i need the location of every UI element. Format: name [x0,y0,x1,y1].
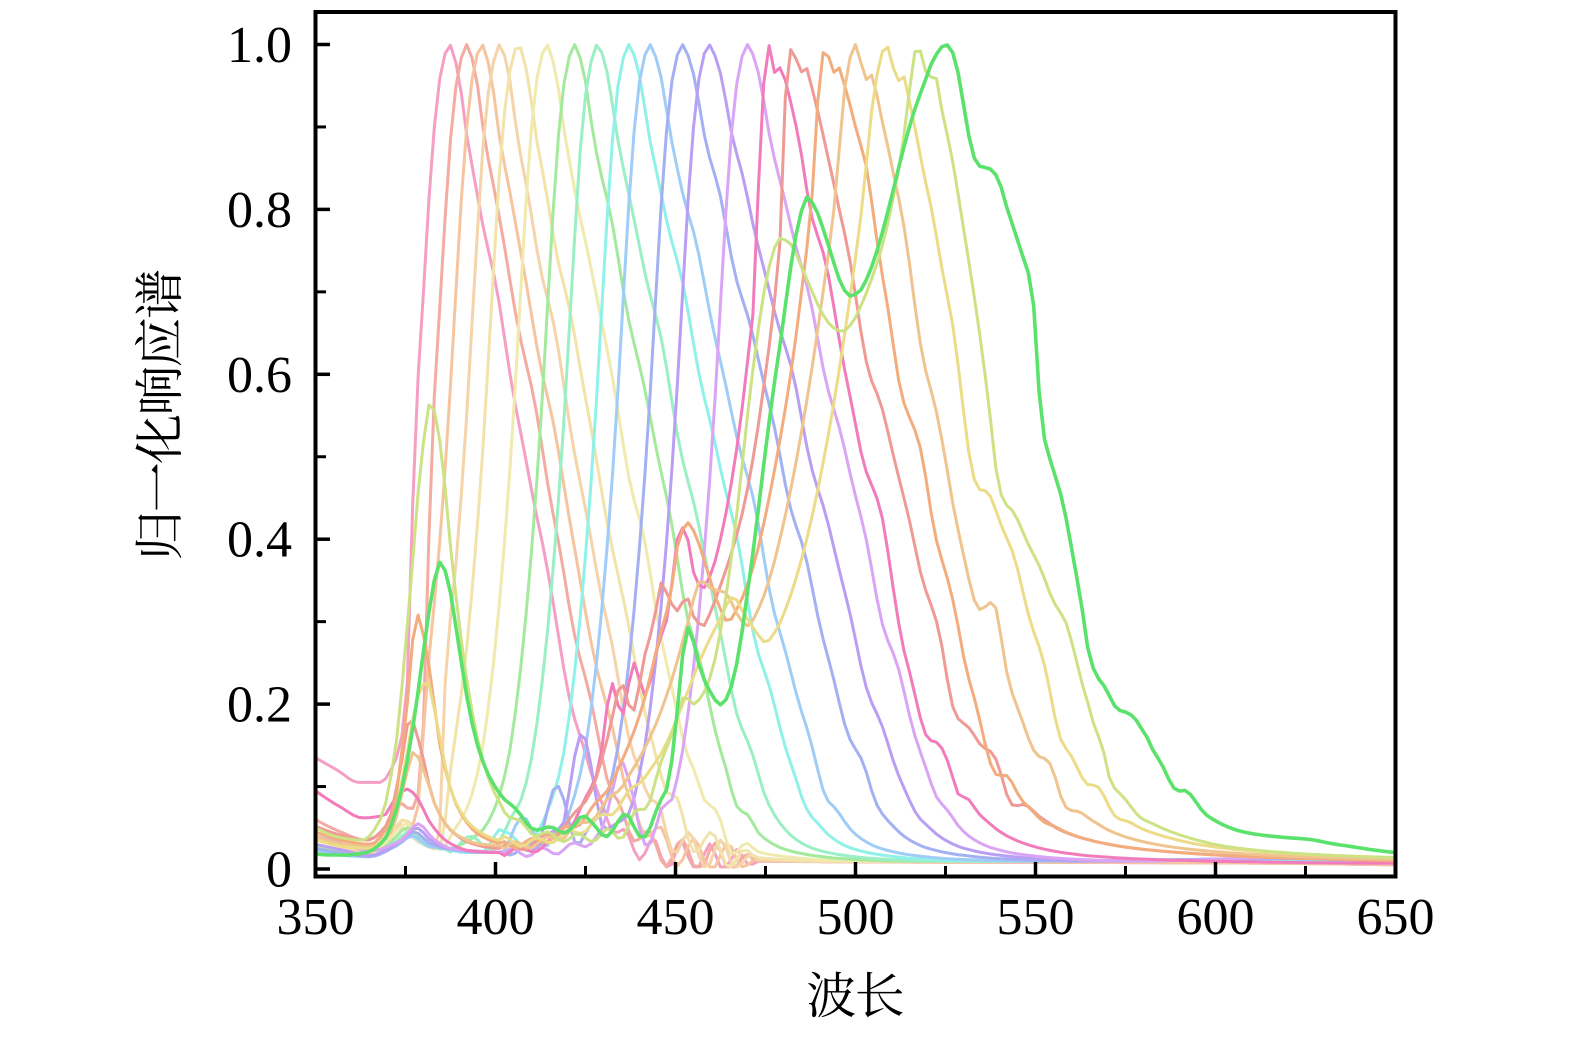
svg-text:600: 600 [1177,889,1255,946]
svg-text:450: 450 [637,889,715,946]
svg-text:0.8: 0.8 [227,182,292,239]
svg-text:0.6: 0.6 [227,347,292,404]
svg-text:650: 650 [1357,889,1435,946]
svg-text:0.2: 0.2 [227,677,292,734]
svg-text:350: 350 [277,889,355,946]
svg-text:550: 550 [997,889,1075,946]
svg-text:500: 500 [817,889,895,946]
svg-text:1.0: 1.0 [227,17,292,74]
svg-text:0.4: 0.4 [227,512,292,569]
svg-text:0: 0 [266,842,292,899]
svg-text:400: 400 [457,889,535,946]
